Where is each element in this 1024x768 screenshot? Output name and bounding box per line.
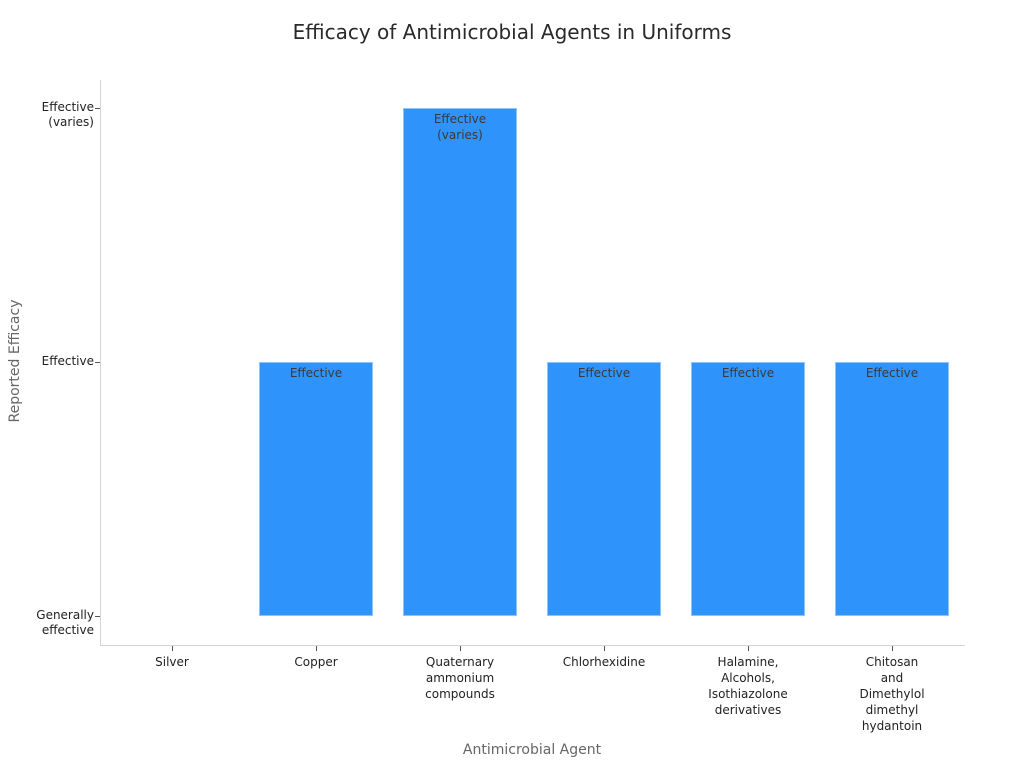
x-tick-mark xyxy=(892,646,893,651)
x-tick-mark xyxy=(460,646,461,651)
x-tick-mark xyxy=(316,646,317,651)
x-tick-label: Quaternary ammonium compounds xyxy=(425,655,495,701)
bar-value-label: Effective xyxy=(721,366,775,380)
bar[interactable] xyxy=(259,362,373,616)
y-tick-label: Effective (varies) xyxy=(41,100,94,129)
y-axis-title: Reported Efficacy xyxy=(7,299,23,423)
x-tick-mark xyxy=(748,646,749,651)
x-tick-mark xyxy=(172,646,173,651)
x-tick-label: Chlorhexidine xyxy=(562,655,646,669)
plot-area xyxy=(100,80,965,646)
chart-title: Efficacy of Antimicrobial Agents in Unif… xyxy=(292,20,732,44)
y-tick-mark xyxy=(95,108,100,109)
y-tick-mark xyxy=(95,616,100,617)
bar[interactable] xyxy=(691,362,805,616)
y-tick-label: Effective xyxy=(41,354,94,368)
x-tick-label: Silver xyxy=(155,655,189,669)
bar[interactable] xyxy=(547,362,661,616)
bar-value-label: Effective xyxy=(289,366,343,380)
bar-value-label: Effective (varies) xyxy=(433,112,487,142)
bar-value-label: Effective xyxy=(577,366,631,380)
bar[interactable] xyxy=(403,108,517,616)
x-tick-label: Copper xyxy=(294,655,338,669)
x-tick-label: Halamine, Alcohols, Isothiazolone deriva… xyxy=(708,655,788,717)
y-tick-label: Generally effective xyxy=(36,608,94,637)
x-tick-mark xyxy=(604,646,605,651)
y-tick-mark xyxy=(95,362,100,363)
x-axis-title: Antimicrobial Agent xyxy=(462,742,602,758)
x-tick-label: Chitosan and Dimethylol dimethyl hydanto… xyxy=(859,655,925,733)
bar[interactable] xyxy=(835,362,949,616)
bar-value-label: Effective xyxy=(865,366,919,380)
